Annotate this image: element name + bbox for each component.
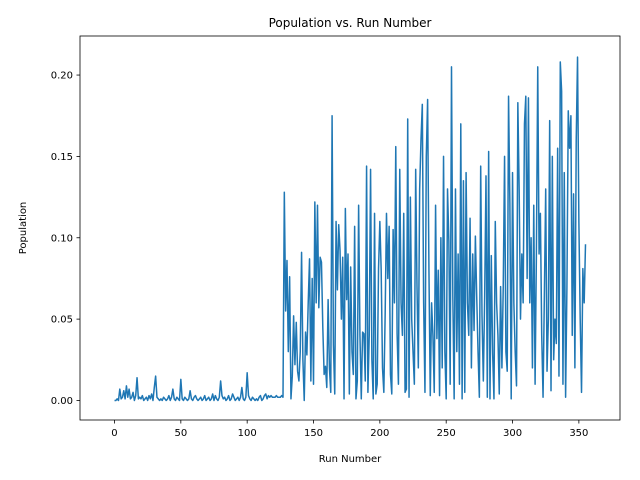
x-tick-label: 200 <box>370 428 389 439</box>
x-axis-label: Run Number <box>319 454 382 465</box>
y-axis: 0.00 0.05 0.10 0.15 0.20 <box>51 71 80 407</box>
chart-title: Population vs. Run Number <box>269 16 432 30</box>
x-tick-label: 350 <box>569 428 588 439</box>
x-tick-label: 250 <box>437 428 456 439</box>
y-tick-label: 0.05 <box>51 315 73 326</box>
x-tick-label: 50 <box>174 428 187 439</box>
y-tick-label: 0.20 <box>51 71 73 82</box>
x-tick-label: 150 <box>304 428 323 439</box>
y-tick-label: 0.15 <box>51 152 73 163</box>
plot-frame <box>79 35 621 421</box>
y-tick-label: 0.10 <box>51 233 73 244</box>
y-axis-label: Population <box>18 202 29 255</box>
x-axis: 0 50 100 150 200 250 300 350 <box>111 420 588 439</box>
y-tick-label: 0.00 <box>51 396 73 407</box>
series-line <box>114 56 587 402</box>
x-tick-label: 100 <box>238 428 257 439</box>
data-layer <box>114 56 587 402</box>
x-tick-label: 300 <box>503 428 522 439</box>
x-tick-label: 0 <box>111 428 117 439</box>
